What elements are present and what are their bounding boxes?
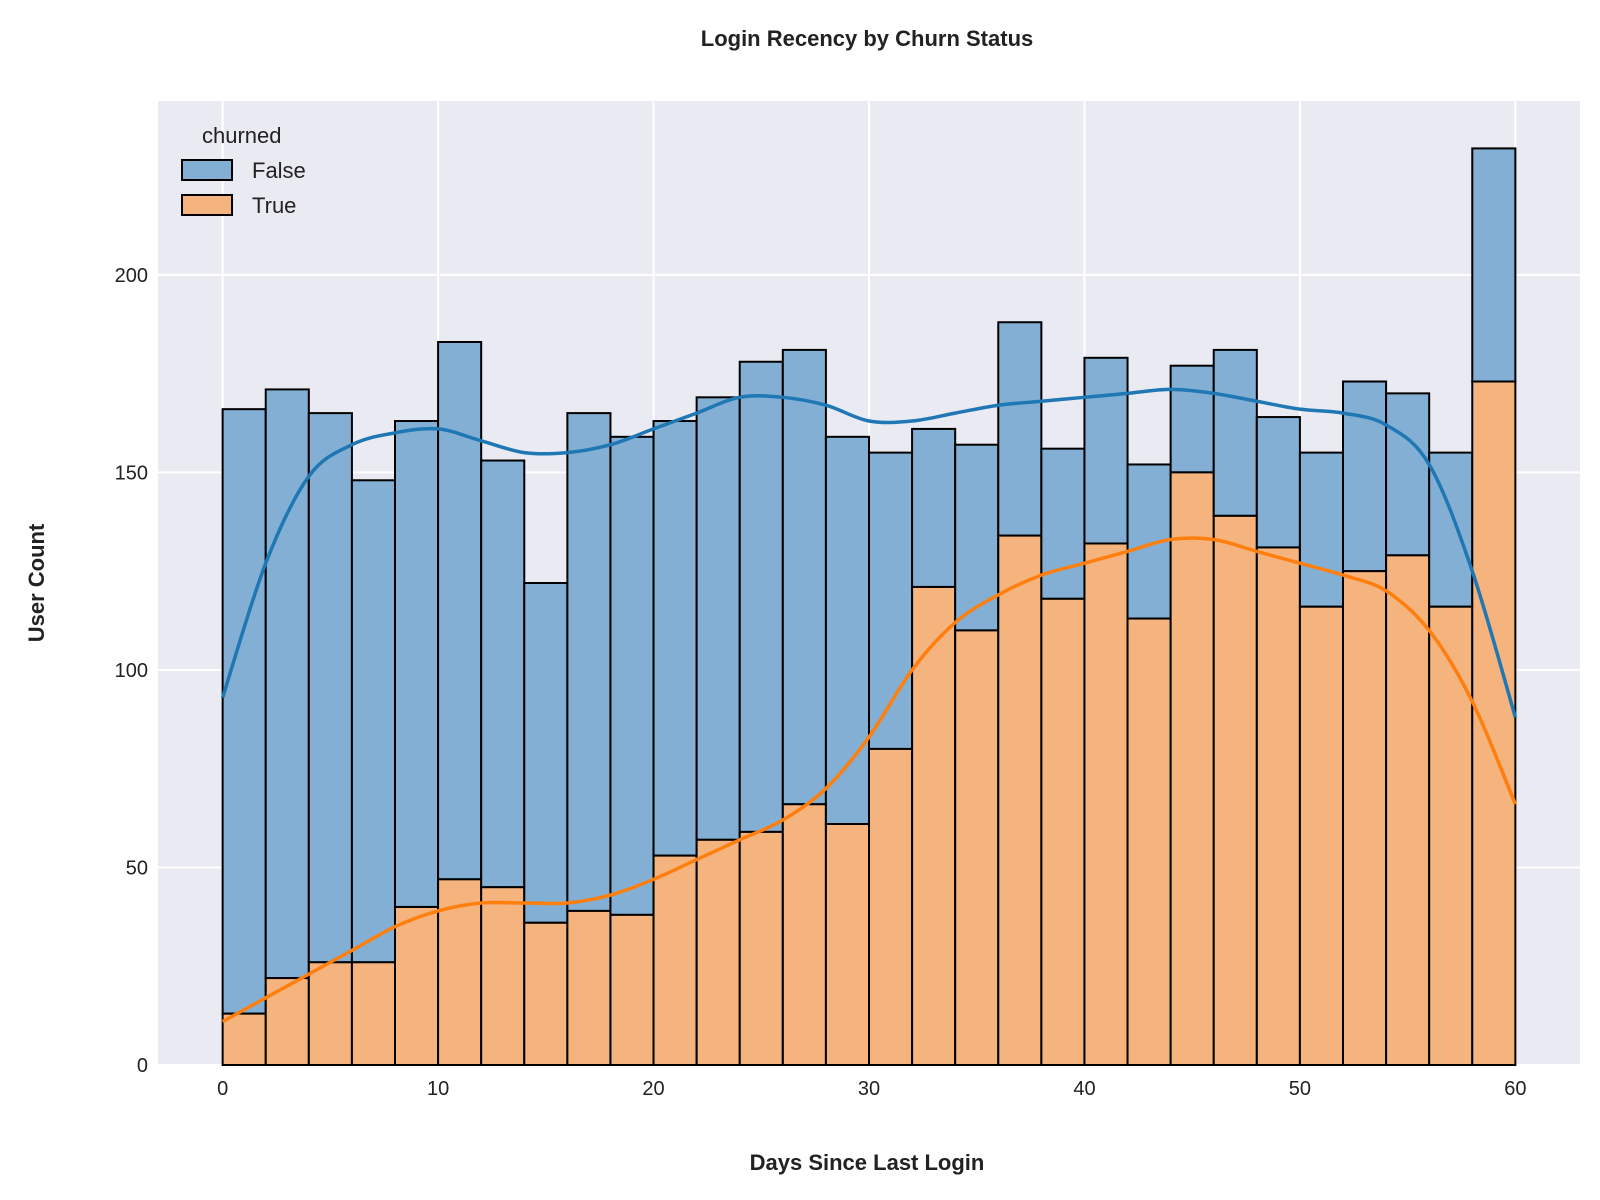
legend-swatch-true	[181, 194, 233, 216]
bar-false-3	[350, 479, 396, 964]
bar-true-6	[480, 886, 526, 1067]
bar-false-16	[911, 427, 957, 588]
kde-curves	[220, 387, 1518, 1024]
bar-false-22	[1169, 364, 1215, 474]
bar-false-23	[1212, 348, 1258, 517]
bar-true-22	[1169, 471, 1215, 1066]
bar-false-0	[221, 408, 267, 1015]
bar-false-25	[1298, 451, 1344, 608]
y-tick-label-200: 200	[115, 265, 148, 287]
bar-false-5	[437, 341, 483, 881]
bar-true-16	[911, 585, 957, 1066]
bar-true-11	[695, 838, 741, 1066]
legend: churned False True	[181, 123, 306, 218]
bar-false-10	[652, 420, 698, 857]
bar-true-25	[1298, 605, 1344, 1066]
bar-false-7	[523, 582, 569, 924]
bar-true-13	[781, 803, 827, 1066]
bar-true-20	[1083, 542, 1129, 1066]
chart-title: Login Recency by Churn Status	[701, 26, 1034, 51]
bar-true-12	[738, 830, 784, 1066]
bar-false-1	[264, 388, 310, 980]
y-ticks: 0 50 100 150 200	[115, 265, 148, 1077]
bar-true-23	[1212, 514, 1258, 1066]
kde-line-false	[220, 387, 1518, 718]
bar-true-10	[652, 854, 698, 1067]
bar-false-4	[394, 420, 440, 908]
bar-true-9	[609, 913, 655, 1066]
bar-true-24	[1255, 546, 1301, 1066]
bar-false-13	[781, 348, 827, 806]
bar-true-7	[523, 921, 569, 1067]
legend-swatch-false	[181, 159, 233, 181]
bar-false-2	[307, 412, 353, 964]
y-tick-label-50: 50	[126, 857, 148, 879]
bar-false-8	[566, 412, 612, 912]
bar-false-6	[480, 459, 526, 889]
x-tick-label-60: 60	[1504, 1078, 1526, 1100]
bar-false-24	[1255, 416, 1301, 549]
bar-false-11	[695, 396, 741, 841]
bar-true-1	[264, 977, 310, 1066]
bar-false-27	[1385, 392, 1431, 557]
bar-true-3	[350, 961, 396, 1066]
y-axis-label: User Count	[24, 523, 49, 642]
bar-false-9	[609, 435, 655, 916]
bar-true-19	[1040, 597, 1086, 1066]
bar-true-29	[1471, 380, 1517, 1067]
x-tick-label-0: 0	[217, 1078, 228, 1100]
bar-false-20	[1083, 356, 1129, 545]
bar-true-15	[868, 747, 914, 1067]
bar-true-18	[997, 534, 1043, 1066]
x-axis-label: Days Since Last Login	[750, 1150, 985, 1175]
bars	[221, 147, 1517, 1067]
x-tick-label-50: 50	[1289, 1078, 1311, 1100]
bar-false-19	[1040, 447, 1086, 600]
bar-false-17	[954, 443, 1000, 632]
bar-false-12	[738, 360, 784, 833]
x-tick-label-20: 20	[642, 1078, 664, 1100]
y-tick-label-150: 150	[115, 462, 148, 484]
bar-true-0	[221, 1012, 267, 1066]
bar-true-14	[824, 823, 871, 1066]
bar-true-26	[1342, 570, 1388, 1066]
x-tick-label-10: 10	[427, 1078, 449, 1100]
bar-true-4	[394, 905, 440, 1067]
x-ticks: 0 10 20 30 40 50 60	[217, 1078, 1526, 1100]
bar-true-2	[307, 961, 353, 1066]
bar-true-21	[1126, 617, 1172, 1066]
bar-false-29	[1471, 147, 1517, 383]
legend-label-true: True	[252, 193, 296, 218]
bar-true-17	[954, 629, 1000, 1066]
kde-line-true	[221, 536, 1517, 1024]
x-tick-label-30: 30	[858, 1078, 880, 1100]
y-tick-label-0: 0	[137, 1055, 148, 1077]
legend-title: churned	[202, 123, 282, 148]
y-tick-label-100: 100	[115, 660, 148, 682]
bar-true-28	[1428, 605, 1474, 1066]
bar-false-26	[1342, 380, 1388, 573]
bar-true-8	[566, 909, 612, 1066]
legend-label-false: False	[252, 158, 306, 183]
x-tick-label-40: 40	[1073, 1078, 1095, 1100]
bar-true-27	[1385, 554, 1431, 1066]
bar-false-18	[997, 321, 1043, 537]
